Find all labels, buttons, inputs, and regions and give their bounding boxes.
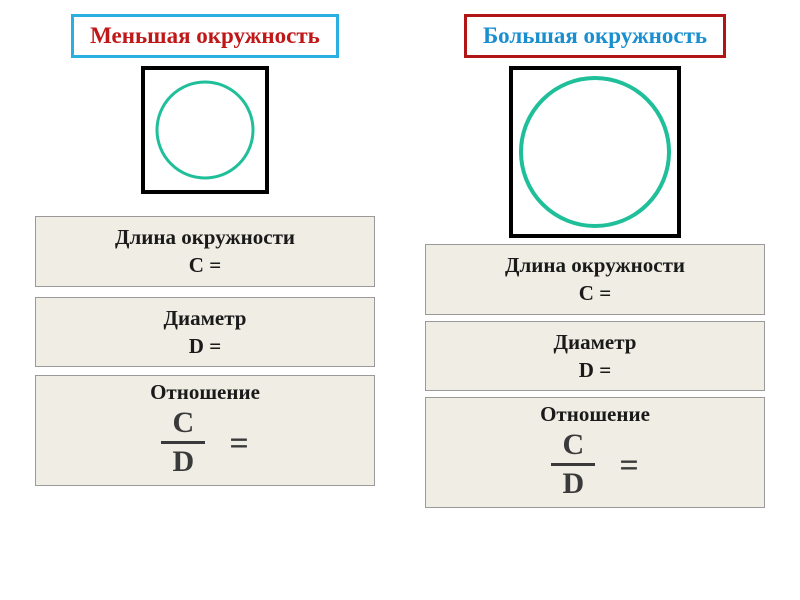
diameter-formula: D =: [430, 356, 760, 384]
fraction: C D: [161, 407, 205, 477]
diameter-label: Диаметр: [40, 304, 370, 332]
equals-sign: =: [619, 447, 638, 485]
denominator: D: [562, 468, 584, 500]
larger-circle-title: Большая окружность: [464, 14, 726, 58]
larger-diameter-box: Диаметр D =: [425, 321, 765, 392]
circumference-label: Длина окружности: [430, 251, 760, 279]
circumference-formula: С =: [40, 251, 370, 279]
diameter-label: Диаметр: [430, 328, 760, 356]
fraction-bar: [551, 463, 595, 466]
ratio-fraction: C D =: [430, 429, 760, 499]
larger-circumference-box: Длина окружности С =: [425, 244, 765, 315]
larger-circle-figure: [509, 66, 681, 238]
numerator: C: [562, 429, 584, 461]
left-column: Меньшая окружность Длина окружности С = …: [20, 0, 390, 486]
denominator: D: [172, 446, 194, 478]
circumference-formula: С =: [430, 279, 760, 307]
smaller-circle-figure: [141, 66, 269, 194]
circumference-label: Длина окружности: [40, 223, 370, 251]
smaller-diameter-box: Диаметр D =: [35, 297, 375, 368]
larger-circle-svg: [513, 70, 677, 234]
ratio-label: Отношение: [40, 380, 370, 405]
equals-sign: =: [229, 425, 248, 463]
smaller-circumference-box: Длина окружности С =: [35, 216, 375, 287]
numerator: C: [172, 407, 194, 439]
ratio-fraction: C D =: [40, 407, 370, 477]
fraction: C D: [551, 429, 595, 499]
smaller-ratio-box: Отношение C D =: [35, 375, 375, 486]
ratio-label: Отношение: [430, 402, 760, 427]
smaller-circle-svg: [145, 70, 265, 190]
smaller-circle-title: Меньшая окружность: [71, 14, 339, 58]
diameter-formula: D =: [40, 332, 370, 360]
fraction-bar: [161, 441, 205, 444]
larger-ratio-box: Отношение C D =: [425, 397, 765, 508]
right-column: Большая окружность Длина окружности С = …: [410, 0, 780, 508]
